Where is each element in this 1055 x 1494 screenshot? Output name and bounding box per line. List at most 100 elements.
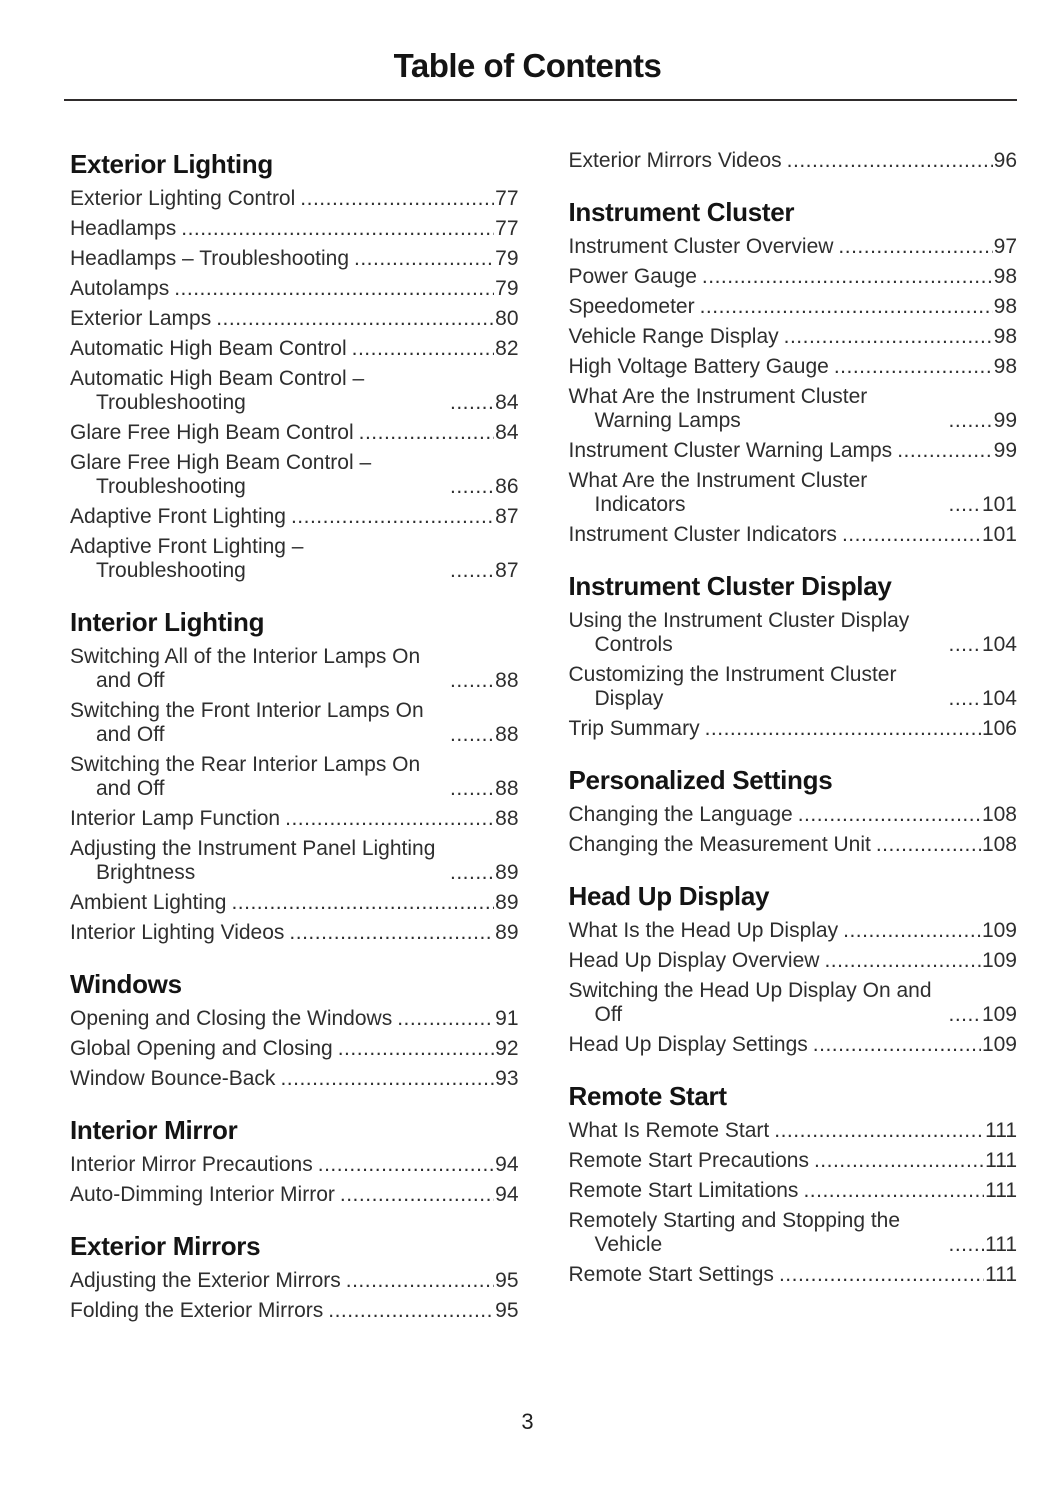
entry-label: What Is Remote Start bbox=[568, 1119, 770, 1142]
toc-entry: Automatic High Beam Control – Troublesho… bbox=[70, 367, 519, 415]
entry-page-number: 98 bbox=[993, 265, 1017, 288]
entry-page-number: 84 bbox=[495, 391, 519, 414]
dot-leader bbox=[897, 439, 992, 463]
entry-page-number: 101 bbox=[981, 523, 1017, 546]
dot-leader bbox=[814, 1149, 984, 1173]
toc-entry: Using the Instrument Cluster Display Con… bbox=[569, 609, 1018, 657]
entry-label: Vehicle Range Display bbox=[568, 325, 779, 348]
toc-entry: Speedometer 98 bbox=[569, 295, 1018, 319]
entry-page-number: 104 bbox=[981, 687, 1017, 710]
entry-page-number: 111 bbox=[985, 1263, 1017, 1286]
entry-page-number: 97 bbox=[993, 235, 1017, 258]
toc-section: Interior Lighting Switching All of the I… bbox=[70, 605, 519, 945]
title-divider bbox=[64, 99, 1017, 101]
dot-leader bbox=[352, 337, 495, 361]
entry-page-number: 89 bbox=[495, 921, 519, 944]
toc-entry: Auto-Dimming Interior Mirror 94 bbox=[70, 1183, 519, 1207]
entry-label: What Are the Instrument Cluster Warning … bbox=[568, 385, 868, 432]
toc-section: Exterior Mirrors Adjusting the Exterior … bbox=[70, 1229, 519, 1323]
toc-entry: Global Opening and Closing 92 bbox=[70, 1037, 519, 1061]
entry-page-number: 77 bbox=[495, 187, 519, 210]
toc-entry: Customizing the Instrument Cluster Displ… bbox=[569, 663, 1018, 711]
entry-label: Interior Lamp Function bbox=[70, 807, 281, 830]
dot-leader bbox=[450, 777, 494, 801]
entry-page-number: 101 bbox=[981, 493, 1017, 516]
toc-entry: Adjusting the Exterior Mirrors 95 bbox=[70, 1269, 519, 1293]
section-title: Windows bbox=[70, 969, 182, 999]
section-title: Exterior Mirrors bbox=[70, 1231, 261, 1261]
entry-page-number: 89 bbox=[495, 861, 519, 884]
section-title: Personalized Settings bbox=[568, 765, 833, 795]
entry-page-number: 88 bbox=[495, 669, 519, 692]
toc-entry: What Are the Instrument Cluster Warning … bbox=[569, 385, 1018, 433]
entry-label: Instrument Cluster Warning Lamps bbox=[568, 439, 893, 462]
entry-label: Speedometer bbox=[568, 295, 695, 318]
dot-leader bbox=[174, 277, 494, 301]
entry-label: Opening and Closing the Windows bbox=[70, 1007, 393, 1030]
entry-page-number: 109 bbox=[981, 1003, 1017, 1026]
entry-label: Remote Start Limitations bbox=[568, 1179, 799, 1202]
dot-leader bbox=[949, 493, 981, 517]
dot-leader bbox=[359, 421, 495, 445]
entry-page-number: 94 bbox=[495, 1153, 519, 1176]
dot-leader bbox=[346, 1269, 494, 1293]
dot-leader bbox=[949, 633, 981, 657]
entry-page-number: 95 bbox=[495, 1269, 519, 1292]
dot-leader bbox=[450, 669, 494, 693]
toc-entry: Folding the Exterior Mirrors 95 bbox=[70, 1299, 519, 1323]
section-entries: Switching All of the Interior Lamps On a… bbox=[70, 645, 519, 945]
entry-label: Switching the Front Interior Lamps On an… bbox=[70, 699, 424, 746]
entry-label: Glare Free High Beam Control bbox=[70, 421, 354, 444]
entry-page-number: 82 bbox=[495, 337, 519, 360]
section-entries: Changing the Language 108 Changing the M… bbox=[569, 803, 1018, 857]
entry-page-number: 87 bbox=[495, 505, 519, 528]
entry-label: Remote Start Precautions bbox=[568, 1149, 809, 1172]
entry-label: Headlamps – Troubleshooting bbox=[70, 247, 350, 270]
dot-leader bbox=[876, 833, 981, 857]
entry-label: Folding the Exterior Mirrors bbox=[70, 1299, 324, 1322]
dot-leader bbox=[779, 1263, 984, 1287]
toc-entry: Window Bounce-Back 93 bbox=[70, 1067, 519, 1091]
entry-label: Autolamps bbox=[70, 277, 170, 300]
entry-label: Adaptive Front Lighting – Troubleshootin… bbox=[70, 535, 304, 582]
section-entries: Opening and Closing the Windows 91 Globa… bbox=[70, 1007, 519, 1091]
dot-leader bbox=[787, 149, 993, 173]
entry-label: Adaptive Front Lighting bbox=[70, 505, 286, 528]
entry-label: Remote Start Settings bbox=[568, 1263, 774, 1286]
toc-entry: Exterior Mirrors Videos 96 bbox=[569, 149, 1018, 173]
entry-label: Ambient Lighting bbox=[70, 891, 227, 914]
section-entries: Using the Instrument Cluster Display Con… bbox=[569, 609, 1018, 741]
dot-leader bbox=[450, 861, 494, 885]
dot-leader bbox=[949, 687, 981, 711]
dot-leader bbox=[354, 247, 494, 271]
dot-leader bbox=[705, 717, 981, 741]
entry-page-number: 93 bbox=[495, 1067, 519, 1090]
toc-column-right: Exterior Mirrors Videos 96 Instrument Cl… bbox=[569, 147, 1018, 1329]
dot-leader bbox=[216, 307, 494, 331]
dot-leader bbox=[318, 1153, 494, 1177]
dot-leader bbox=[450, 723, 494, 747]
toc-entry: Instrument Cluster Warning Lamps 99 bbox=[569, 439, 1018, 463]
entry-label: What Are the Instrument Cluster Indicato… bbox=[568, 469, 868, 516]
toc-entry: Headlamps 77 bbox=[70, 217, 519, 241]
toc-section: Exterior Lighting Exterior Lighting Cont… bbox=[70, 147, 519, 583]
toc-entry: Headlamps – Troubleshooting 79 bbox=[70, 247, 519, 271]
toc-section: Instrument Cluster Instrument Cluster Ov… bbox=[569, 195, 1018, 547]
entry-page-number: 86 bbox=[495, 475, 519, 498]
entry-label: Power Gauge bbox=[568, 265, 697, 288]
dot-leader bbox=[824, 949, 981, 973]
section-entries: Instrument Cluster Overview 97 Power Gau… bbox=[569, 235, 1018, 547]
entry-page-number: 80 bbox=[495, 307, 519, 330]
section-title: Instrument Cluster Display bbox=[568, 571, 892, 601]
toc-entry: Exterior Lamps 80 bbox=[70, 307, 519, 331]
entry-label: Global Opening and Closing bbox=[70, 1037, 333, 1060]
toc-entry: Switching the Front Interior Lamps On an… bbox=[70, 699, 519, 747]
toc-entry: What Is the Head Up Display 109 bbox=[569, 919, 1018, 943]
dot-leader bbox=[700, 295, 993, 319]
dot-leader bbox=[702, 265, 993, 289]
dot-leader bbox=[450, 475, 494, 499]
toc-entry: Trip Summary 106 bbox=[569, 717, 1018, 741]
entry-page-number: 104 bbox=[981, 633, 1017, 656]
toc-section: Instrument Cluster Display Using the Ins… bbox=[569, 569, 1018, 741]
dot-leader bbox=[231, 891, 494, 915]
